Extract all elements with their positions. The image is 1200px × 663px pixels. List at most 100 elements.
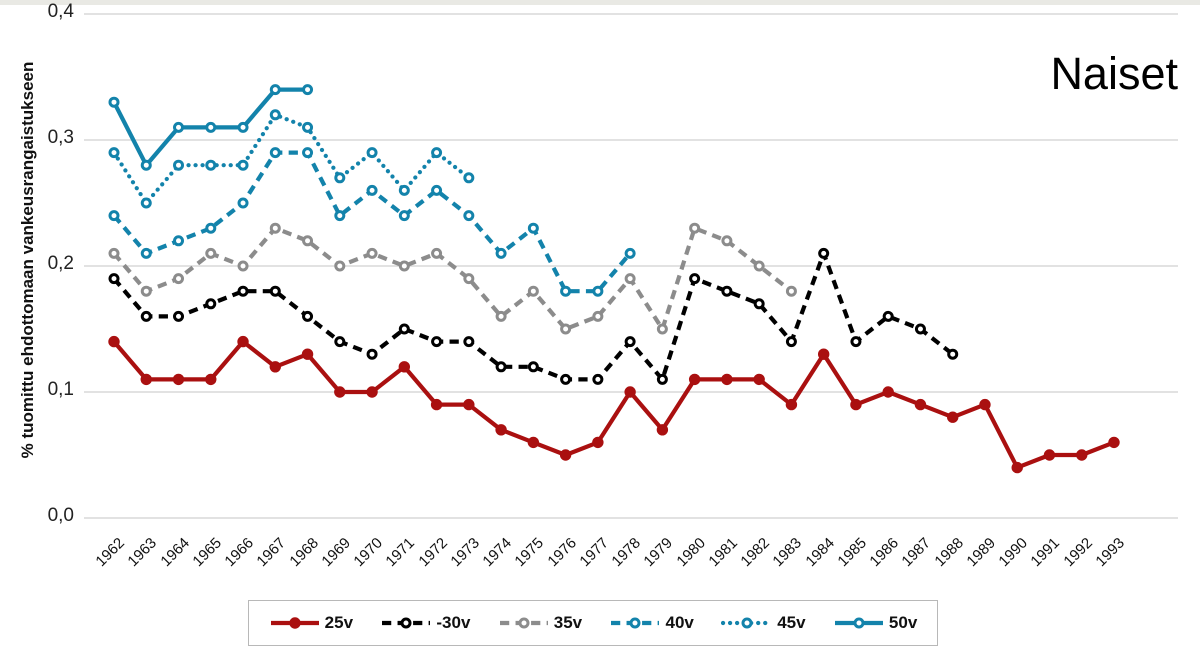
- legend-swatch-icon: [611, 617, 660, 629]
- data-point: [463, 398, 475, 411]
- legend-item-50v[interactable]: 50v: [833, 613, 917, 633]
- data-point: [140, 285, 152, 297]
- data-point: [463, 210, 475, 222]
- data-point: [688, 373, 701, 386]
- data-point: [495, 361, 507, 373]
- data-point: [656, 424, 669, 436]
- y-axis-tick: 0,4: [47, 1, 74, 22]
- data-point: [398, 361, 411, 373]
- data-point: [463, 336, 475, 348]
- data-point: [592, 285, 604, 297]
- series-line: [111, 112, 471, 206]
- data-point: [592, 436, 604, 449]
- plot-area: [84, 0, 1188, 530]
- data-point: [624, 247, 636, 259]
- legend-label: 35v: [553, 613, 583, 632]
- data-point: [914, 323, 926, 335]
- data-point: [431, 184, 443, 196]
- data-point: [302, 84, 314, 96]
- series-neg30v: [108, 247, 959, 385]
- data-point: [205, 298, 217, 310]
- data-point: [689, 273, 701, 285]
- y-axis-tick: 0,3: [47, 127, 74, 148]
- data-point: [237, 159, 249, 171]
- y-axis-tick-column: 0,4 0,3 0,2 0,1 0,0: [18, 0, 74, 663]
- series-line: [112, 339, 1115, 470]
- data-point: [269, 84, 281, 96]
- data-point: [237, 121, 249, 133]
- data-point: [914, 398, 927, 411]
- data-point: [205, 159, 217, 171]
- data-point: [108, 96, 120, 108]
- data-point: [173, 310, 185, 322]
- data-point: [624, 336, 636, 348]
- data-point: [431, 336, 443, 348]
- series-line: [112, 251, 955, 382]
- data-point: [269, 222, 281, 234]
- data-point: [560, 373, 572, 385]
- data-point: [721, 235, 733, 247]
- data-point: [334, 386, 346, 398]
- data-point: [495, 310, 507, 322]
- data-point: [592, 373, 604, 385]
- data-point: [205, 121, 217, 133]
- data-point: [431, 147, 443, 159]
- data-point: [366, 184, 378, 196]
- data-point: [173, 121, 185, 133]
- y-axis-tick: 0,1: [47, 379, 74, 400]
- legend-item-45v[interactable]: 45v: [721, 613, 806, 633]
- data-point: [431, 247, 443, 259]
- legend-swatch-icon: [499, 617, 548, 629]
- x-axis-tick-row: 1962 1963 1964 1965 1966 1967 1968 1969 1970 1971…: [84, 520, 1188, 595]
- series-40v: [108, 147, 636, 297]
- data-point: [559, 449, 572, 461]
- series-35v: [108, 222, 797, 335]
- data-point: [366, 247, 378, 259]
- legend-item-neg30v[interactable]: -30v: [380, 613, 470, 633]
- y-axis-tick: 0,0: [47, 505, 74, 526]
- data-point: [108, 273, 120, 285]
- legend-item-40v[interactable]: 40v: [609, 613, 694, 633]
- data-point: [527, 285, 539, 297]
- data-point: [463, 172, 475, 184]
- data-point: [366, 348, 378, 360]
- data-point: [560, 323, 572, 335]
- data-point: [495, 424, 507, 436]
- data-point: [463, 273, 475, 285]
- data-point: [269, 147, 281, 159]
- data-point: [237, 285, 249, 297]
- data-point: [753, 373, 765, 386]
- data-point: [237, 197, 249, 209]
- data-point: [753, 298, 765, 310]
- data-point: [785, 398, 798, 411]
- data-point: [269, 361, 281, 373]
- data-point: [269, 109, 281, 121]
- legend-swatch-icon: [270, 617, 319, 629]
- data-point: [689, 222, 701, 234]
- data-point: [173, 159, 185, 171]
- legend-item-25v[interactable]: 25v: [269, 613, 353, 633]
- legend-item-35v[interactable]: 35v: [498, 613, 582, 633]
- data-point: [108, 335, 120, 348]
- data-point: [237, 260, 249, 272]
- chart-legend: 25v -30v 35v 40v 45v 50v: [248, 600, 938, 646]
- data-point: [205, 373, 217, 386]
- data-point: [366, 386, 378, 398]
- data-point: [527, 436, 540, 449]
- data-point: [140, 247, 152, 259]
- data-point: [882, 386, 894, 398]
- data-point: [721, 285, 733, 297]
- data-point: [947, 411, 959, 423]
- legend-swatch-icon: [834, 617, 883, 629]
- data-point: [173, 235, 185, 247]
- data-point: [818, 247, 830, 259]
- data-point: [108, 210, 120, 222]
- data-point: [527, 361, 539, 373]
- series-45v: [108, 109, 475, 209]
- data-point: [205, 222, 217, 234]
- data-point: [398, 260, 410, 272]
- legend-label: 45v: [777, 613, 806, 632]
- data-point: [624, 273, 636, 285]
- data-point: [140, 159, 152, 171]
